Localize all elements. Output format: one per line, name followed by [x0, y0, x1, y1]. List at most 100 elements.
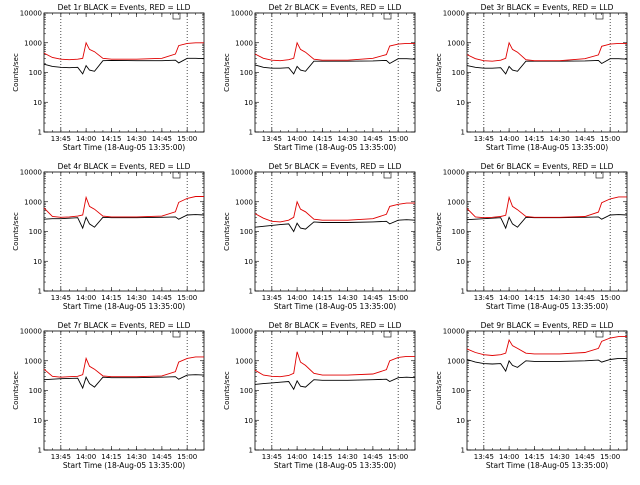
y-tick-label: 1000 [235, 198, 253, 206]
y-tick-label: 1 [249, 129, 253, 137]
plot-frame [466, 330, 628, 451]
y-tick-label: 10000 [443, 10, 465, 18]
y-tick-label: 10000 [20, 169, 42, 177]
x-tick-label: 14:15 [312, 135, 332, 143]
y-tick-label: 1 [249, 288, 253, 296]
y-axis-label: Counts/sec [435, 212, 443, 251]
x-tick-label: 14:15 [101, 135, 121, 143]
y-tick-label: 1 [461, 447, 465, 455]
panel-det-8: Det 8r BLACK = Events, RED = LLD 1 10 100 10… [223, 321, 416, 470]
panel-title: Det 5r BLACK = Events, RED = LLD [269, 162, 402, 171]
x-tick-label: 14:30 [127, 453, 147, 461]
x-tick-label: 13:45 [51, 453, 71, 461]
x-tick-label: 14:00 [287, 453, 307, 461]
y-axis-label: Counts/sec [223, 212, 231, 251]
series-lld-line [466, 195, 627, 219]
legend-box [595, 330, 604, 338]
y-tick-label: 100 [240, 69, 253, 77]
x-tick-label: 14:00 [499, 453, 519, 461]
series-lld-line [43, 356, 204, 378]
y-tick-label: 10000 [443, 328, 465, 336]
x-tick-label: 15:00 [177, 294, 197, 302]
y-tick-label: 10 [456, 258, 465, 266]
x-tick-label: 14:15 [524, 294, 544, 302]
y-tick-label: 10 [244, 417, 253, 425]
y-tick-label: 10 [33, 99, 42, 107]
panel-title: Det 3r BLACK = Events, RED = LLD [481, 3, 614, 12]
series-events-line [43, 214, 205, 230]
legend-box [595, 12, 604, 20]
panel-det-4: Det 4r BLACK = Events, RED = LLD 1 10 100 10… [12, 162, 205, 311]
x-tick-label: 14:15 [101, 294, 121, 302]
x-tick-label: 15:00 [177, 135, 197, 143]
y-tick-label: 10 [456, 99, 465, 107]
series-lld-line [254, 200, 415, 223]
panel-det-7: Det 7r BLACK = Events, RED = LLD 1 10 100 10… [12, 321, 205, 470]
y-tick-label: 1 [38, 447, 42, 455]
x-tick-label: 14:30 [338, 294, 358, 302]
y-tick-label: 1 [249, 447, 253, 455]
y-axis-label: Counts/sec [223, 53, 231, 92]
y-axis-label: Counts/sec [12, 53, 20, 92]
legend-box [172, 12, 181, 20]
panel-det-5: Det 5r BLACK = Events, RED = LLD 1 10 100 10… [223, 162, 416, 311]
y-tick-label: 1000 [24, 357, 42, 365]
series-events-line [43, 57, 205, 75]
x-axis-label: Start Time (18-Aug-05 13:35:00) [63, 461, 185, 470]
x-tick-label: 13:45 [51, 135, 71, 143]
x-tick-label: 14:45 [363, 453, 383, 461]
panel-title: Det 8r BLACK = Events, RED = LLD [269, 321, 402, 330]
x-axis-label: Start Time (18-Aug-05 13:35:00) [486, 302, 608, 311]
plot-frame [43, 12, 205, 133]
x-tick-label: 13:45 [474, 294, 494, 302]
y-tick-label: 10000 [20, 10, 42, 18]
x-tick-label: 14:15 [312, 453, 332, 461]
plot-frame [254, 330, 416, 451]
y-tick-label: 10000 [231, 169, 253, 177]
y-tick-label: 1000 [24, 198, 42, 206]
x-tick-label: 13:45 [474, 135, 494, 143]
x-tick-label: 15:00 [388, 294, 408, 302]
x-tick-label: 13:45 [474, 453, 494, 461]
legend-box [172, 171, 181, 179]
x-tick-label: 13:45 [262, 453, 282, 461]
x-tick-label: 14:15 [101, 453, 121, 461]
plot-frame [254, 171, 416, 292]
x-tick-label: 14:30 [338, 135, 358, 143]
series-events-line [254, 219, 416, 233]
panel-det-3: Det 3r BLACK = Events, RED = LLD 1 10 100 10… [435, 3, 628, 152]
x-tick-label: 15:00 [600, 453, 620, 461]
y-tick-label: 100 [452, 69, 465, 77]
x-tick-label: 14:45 [152, 294, 172, 302]
y-tick-label: 1 [461, 129, 465, 137]
x-tick-label: 14:00 [287, 294, 307, 302]
x-axis-label: Start Time (18-Aug-05 13:35:00) [63, 143, 185, 152]
x-tick-label: 14:30 [550, 135, 570, 143]
x-tick-label: 14:00 [76, 294, 96, 302]
y-tick-label: 1 [38, 129, 42, 137]
x-tick-label: 14:00 [499, 135, 519, 143]
x-tick-label: 14:15 [524, 135, 544, 143]
plot-frame [43, 171, 205, 292]
x-tick-label: 15:00 [600, 294, 620, 302]
x-tick-label: 14:00 [499, 294, 519, 302]
y-tick-label: 100 [240, 228, 253, 236]
x-tick-label: 14:45 [152, 135, 172, 143]
y-tick-label: 10000 [231, 10, 253, 18]
y-tick-label: 1 [38, 288, 42, 296]
x-tick-label: 14:30 [127, 135, 147, 143]
panel-title: Det 2r BLACK = Events, RED = LLD [269, 3, 402, 12]
x-tick-label: 14:30 [550, 294, 570, 302]
x-axis-label: Start Time (18-Aug-05 13:35:00) [486, 143, 608, 152]
x-axis-label: Start Time (18-Aug-05 13:35:00) [274, 461, 396, 470]
panel-det-6: Det 6r BLACK = Events, RED = LLD 1 10 100 10… [435, 162, 628, 311]
x-tick-label: 13:45 [262, 135, 282, 143]
y-tick-label: 10000 [231, 328, 253, 336]
series-lld-line [43, 195, 204, 218]
y-tick-label: 100 [29, 69, 42, 77]
x-tick-label: 13:45 [51, 294, 71, 302]
y-tick-label: 100 [29, 228, 42, 236]
series-events-line [43, 374, 205, 390]
series-lld-line [254, 351, 415, 378]
plot-frame [466, 12, 628, 133]
